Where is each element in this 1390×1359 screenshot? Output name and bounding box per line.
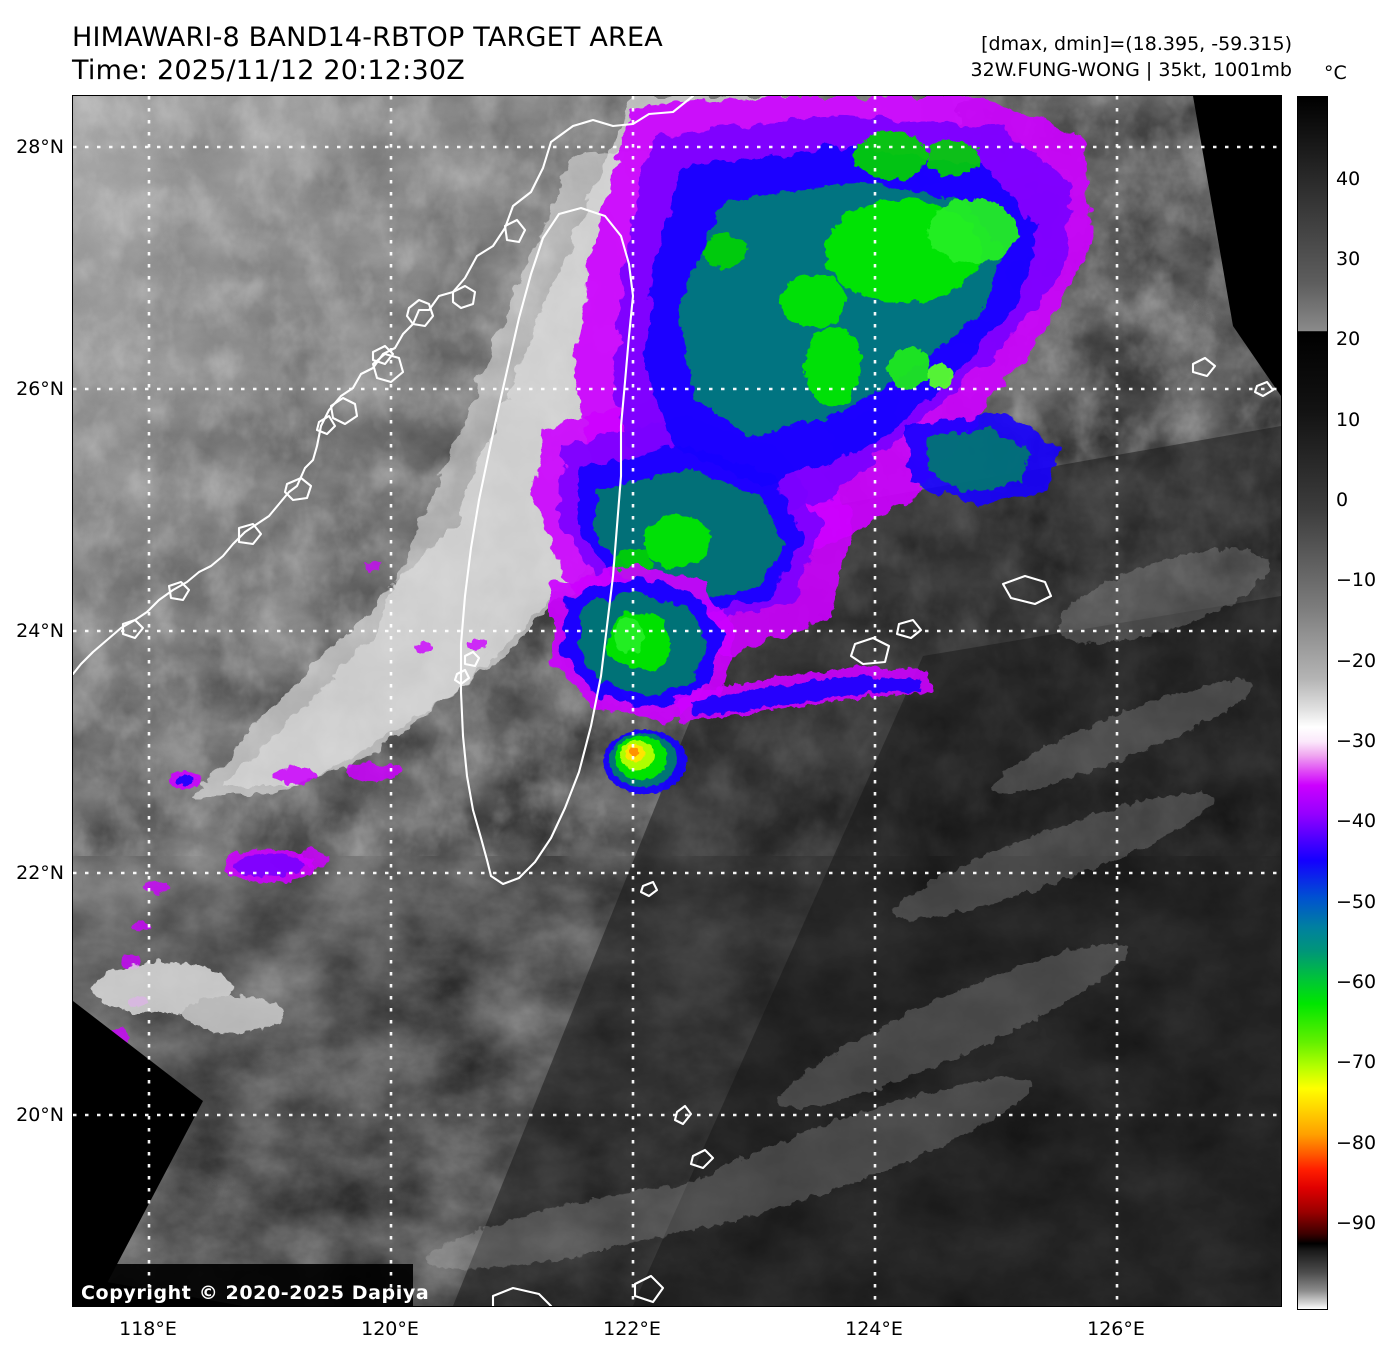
cbtick-30: 30 [1336, 248, 1361, 270]
cbtick-neg80: −80 [1336, 1132, 1377, 1154]
dmax-dmin-label: [dmax, dmin]=(18.395, -59.315) [981, 33, 1292, 55]
satellite-imagery [73, 96, 1281, 1306]
convective-cores-green [613, 132, 1018, 580]
coastline-overlay [73, 96, 1275, 1306]
hot-tower-cell [603, 730, 687, 794]
cbtick-10: 10 [1336, 409, 1361, 431]
xtick-120E: 120°E [361, 1318, 419, 1340]
scan-edge-wedge-bottomleft [73, 1001, 203, 1306]
cbtick-20: 20 [1336, 328, 1361, 350]
colorbar-unit-label: °C [1324, 62, 1347, 84]
southeast-arc-band [673, 666, 933, 722]
colorbar-gradient [1298, 97, 1327, 1309]
copyright-label: Copyright © 2020-2025 Dapiya [81, 1282, 430, 1304]
page-title: HIMAWARI-8 BAND14-RBTOP TARGET AREA [72, 22, 663, 53]
cbtick-0: 0 [1336, 489, 1349, 511]
cbtick-neg40: −40 [1336, 810, 1377, 832]
cbtick-40: 40 [1336, 168, 1361, 190]
cbtick-neg60: −60 [1336, 971, 1377, 993]
ytick-20N: 20°N [16, 1104, 64, 1126]
temperature-colorbar[interactable] [1297, 96, 1328, 1310]
xtick-122E: 122°E [603, 1318, 661, 1340]
ytick-28N: 28°N [16, 136, 64, 158]
lowerleft-cloud-patch [93, 962, 283, 1032]
cbtick-neg90: −90 [1336, 1212, 1377, 1234]
cbtick-neg10: −10 [1336, 569, 1377, 591]
satellite-plot-area[interactable]: Copyright © 2020-2025 Dapiya [72, 95, 1282, 1307]
cbtick-neg20: −20 [1336, 650, 1377, 672]
storm-info-label: 32W.FUNG-WONG | 35kt, 1001mb [970, 59, 1292, 81]
cbtick-neg50: −50 [1336, 891, 1377, 913]
ytick-26N: 26°N [16, 378, 64, 400]
scan-edge-wedge-topright [1193, 96, 1281, 396]
ytick-24N: 24°N [16, 620, 64, 642]
xtick-118E: 118°E [119, 1318, 177, 1340]
copyright-backdrop [73, 1264, 413, 1306]
timestamp-label: Time: 2025/11/12 20:12:30Z [72, 55, 465, 86]
xtick-126E: 126°E [1087, 1318, 1145, 1340]
ocean-cloud-streaks [426, 549, 1269, 1270]
lat-lon-gridlines [73, 96, 1281, 1306]
cbtick-neg30: −30 [1336, 730, 1377, 752]
taiwan-east-cell [551, 564, 735, 722]
cbtick-neg70: −70 [1336, 1051, 1377, 1073]
ytick-22N: 22°N [16, 862, 64, 884]
xtick-124E: 124°E [845, 1318, 903, 1340]
